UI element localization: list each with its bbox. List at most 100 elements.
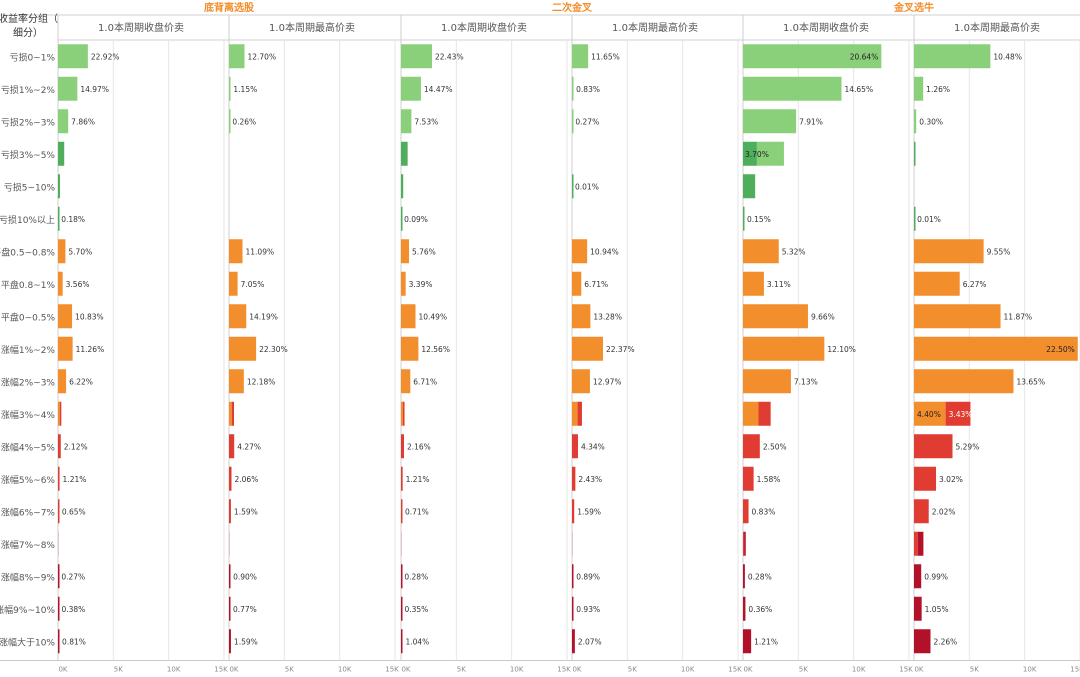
bar	[572, 467, 575, 491]
bar-segment	[744, 532, 746, 556]
data-label: 0.28%	[404, 572, 428, 581]
bar	[914, 239, 984, 263]
data-label: 12.10%	[827, 345, 856, 354]
category-label: 平盘0.5~0.8%	[0, 246, 55, 258]
bar	[58, 239, 65, 263]
data-label: 5.76%	[412, 247, 436, 256]
data-label: 1.21%	[754, 637, 778, 646]
bar	[743, 434, 760, 458]
data-label: 14.97%	[80, 85, 109, 94]
bar	[229, 597, 231, 621]
x-tick-label: 10K	[852, 666, 866, 674]
bar	[58, 337, 73, 361]
bar	[914, 467, 936, 491]
bar	[914, 434, 953, 458]
x-tick-label: 0K	[572, 666, 581, 674]
bar-segment	[743, 532, 744, 556]
category-label: 涨幅5%~6%	[1, 474, 56, 486]
data-label: 5.29%	[956, 442, 980, 451]
category-label: 涨幅9%~10%	[0, 604, 55, 616]
bar	[58, 564, 60, 588]
bar-segment	[403, 402, 405, 426]
data-label: 4.27%	[237, 442, 261, 451]
bar	[58, 77, 77, 101]
bar	[58, 207, 60, 231]
bar	[572, 597, 574, 621]
x-tick-label: 0K	[58, 666, 67, 674]
bar-segment	[743, 402, 758, 426]
data-label: 0.83%	[576, 85, 600, 94]
x-tick-label: 10K	[681, 666, 695, 674]
data-label: 11.65%	[591, 52, 620, 61]
bar	[58, 142, 64, 166]
data-label: 2.06%	[235, 475, 259, 484]
bar	[229, 337, 256, 361]
bar	[401, 629, 403, 653]
bar	[572, 272, 581, 296]
bar	[743, 499, 749, 523]
data-label: 5.70%	[68, 247, 92, 256]
bar	[743, 467, 754, 491]
data-label: 2.50%	[763, 442, 787, 451]
x-tick-label: 15K	[1070, 666, 1080, 674]
bar	[229, 109, 231, 133]
category-label: 亏损2%~3%	[1, 116, 56, 128]
data-label: 1.15%	[233, 85, 257, 94]
x-tick-label: 0K	[743, 666, 752, 674]
data-label: 3.39%	[409, 280, 433, 289]
group-title: 二次金叉	[552, 1, 593, 14]
x-tick-label: 0K	[401, 666, 410, 674]
x-tick-label: 0K	[914, 666, 923, 674]
bar-segment	[758, 402, 770, 426]
bar	[401, 434, 404, 458]
measure-header: 1.0本周期最高价卖	[954, 21, 1040, 34]
category-label: 涨幅4%~5%	[1, 441, 56, 453]
data-label: 0.01%	[575, 182, 599, 191]
category-label: 亏损5~10%	[4, 181, 56, 193]
data-label: 9.55%	[987, 247, 1011, 256]
bar	[401, 369, 410, 393]
data-label: 7.53%	[414, 117, 438, 126]
bar	[58, 44, 88, 68]
measure-header: 1.0本周期收盘价卖	[441, 21, 527, 34]
data-label: 3.43%	[949, 410, 973, 419]
bar	[914, 44, 990, 68]
row-header-line2: 细分）	[13, 26, 43, 39]
bar	[58, 434, 61, 458]
data-label: 13.65%	[1016, 377, 1045, 386]
x-tick-label: 5K	[285, 666, 294, 674]
bar	[572, 629, 575, 653]
bar	[572, 174, 574, 198]
bar	[401, 239, 409, 263]
data-label: 0.18%	[61, 215, 85, 224]
data-label: 5.32%	[782, 247, 806, 256]
bar	[401, 337, 418, 361]
bar	[229, 239, 243, 263]
bar	[572, 499, 574, 523]
bar-segment	[229, 402, 232, 426]
data-label: 1.59%	[234, 637, 258, 646]
x-tick-label: 15K	[214, 666, 228, 674]
data-label: 2.16%	[407, 442, 431, 451]
data-label: 4.34%	[581, 442, 605, 451]
bar	[401, 272, 406, 296]
category-label: 涨幅6%~7%	[1, 506, 56, 518]
data-label: 11.87%	[1004, 312, 1033, 321]
bar	[229, 434, 234, 458]
x-tick-label: 5K	[628, 666, 637, 674]
bar	[914, 77, 923, 101]
data-label: 6.71%	[413, 377, 437, 386]
bar	[401, 564, 403, 588]
data-label: 0.27%	[61, 572, 85, 581]
data-label: 7.13%	[794, 377, 818, 386]
bar-segment	[578, 402, 582, 426]
bar-segment	[58, 402, 60, 426]
data-label: 1.05%	[925, 605, 949, 614]
bar	[229, 272, 238, 296]
bar	[58, 174, 60, 198]
bar	[743, 77, 841, 101]
measure-header: 1.0本周期收盘价卖	[783, 21, 869, 34]
bar	[229, 77, 231, 101]
data-label: 1.04%	[405, 637, 429, 646]
data-label: 3.02%	[939, 475, 963, 484]
